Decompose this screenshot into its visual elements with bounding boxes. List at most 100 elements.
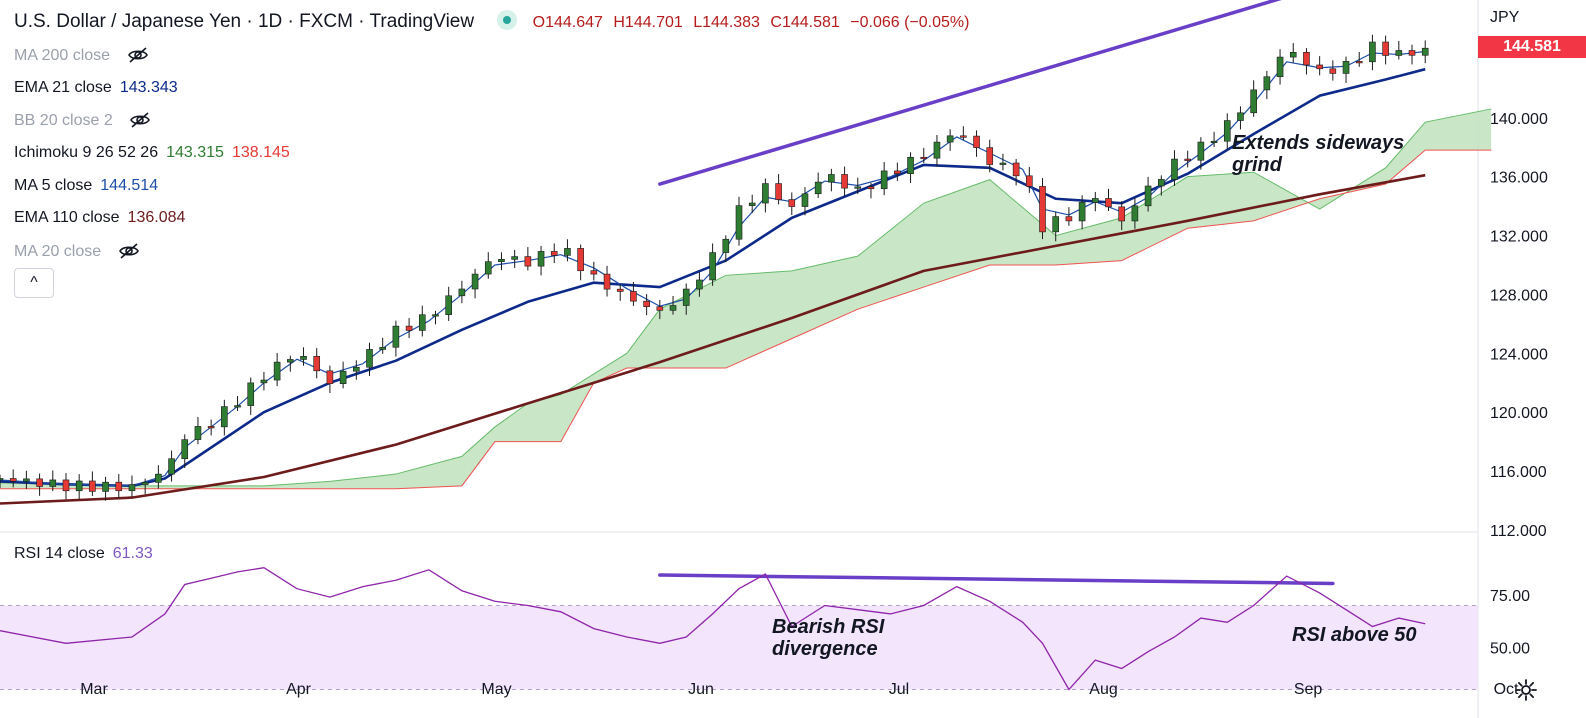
candle-down xyxy=(973,135,980,148)
candle-up xyxy=(1223,120,1231,142)
candle-down xyxy=(1184,158,1191,161)
high-value: H144.701 xyxy=(613,14,683,31)
candle-up xyxy=(722,238,730,253)
candle-up xyxy=(287,359,294,363)
currency-label[interactable]: JPY xyxy=(1490,9,1520,26)
eye-hidden-icon[interactable] xyxy=(129,111,151,129)
indicator-ema110-value: 136.084 xyxy=(127,209,186,226)
indicator-ma200[interactable]: MA 200 close xyxy=(14,46,149,65)
indicator-bb20-label: BB 20 close 2 xyxy=(14,112,113,129)
candle-up xyxy=(155,473,162,483)
ichimoku-span-b xyxy=(0,149,1492,490)
rsi-label: RSI 14 close xyxy=(14,545,105,562)
time-tick-label: Mar xyxy=(80,681,108,698)
candle-down xyxy=(36,478,43,487)
annotation-sideways-line2: grind xyxy=(1232,154,1282,176)
annotation-sideways-line1: Extends sideways xyxy=(1232,132,1405,154)
candle-up xyxy=(445,295,452,315)
candle-up xyxy=(1421,47,1429,56)
time-tick-label: Jul xyxy=(889,681,909,698)
candle-up xyxy=(1092,198,1099,203)
annotation-divergence: Bearish RSI divergence xyxy=(772,616,884,660)
indicator-ichimoku-label: Ichimoku 9 26 52 26 xyxy=(14,144,159,161)
candle-up xyxy=(1237,112,1244,121)
candle-up xyxy=(1144,185,1152,207)
indicator-ema21-value: 143.343 xyxy=(119,79,178,96)
candle-up xyxy=(141,482,149,485)
candle-up xyxy=(946,135,954,143)
last-price-tag: 144.581 xyxy=(1478,36,1586,58)
collapse-legend-button[interactable]: ^ xyxy=(14,268,54,298)
indicator-ema21[interactable]: EMA 21 close 143.343 xyxy=(14,79,178,97)
candle-up xyxy=(1157,179,1165,187)
candle-down xyxy=(1316,64,1323,70)
candle-up xyxy=(1276,56,1284,78)
candle-up xyxy=(537,251,545,267)
candle-up xyxy=(366,349,373,368)
candle-down xyxy=(1026,175,1033,187)
candle-up xyxy=(23,478,30,482)
candle-down xyxy=(603,273,611,290)
gear-icon[interactable] xyxy=(1514,678,1538,702)
candle-up xyxy=(907,156,914,174)
price-tick-label: 128.000 xyxy=(1490,287,1548,304)
candle-down xyxy=(1408,50,1416,56)
candle-up xyxy=(392,325,400,348)
rsi-trendline xyxy=(658,573,1335,586)
candle-up xyxy=(999,162,1007,165)
candle-down xyxy=(1012,162,1020,177)
indicator-bb20[interactable]: BB 20 close 2 xyxy=(14,111,151,130)
candle-up xyxy=(564,248,571,256)
ichimoku-cloud xyxy=(0,108,1492,489)
time-tick-label: Sep xyxy=(1294,681,1323,698)
rsi-legend[interactable]: RSI 14 close 61.33 xyxy=(14,545,153,563)
indicator-ichimoku-value-b: 138.145 xyxy=(231,144,290,161)
candle-up xyxy=(669,305,677,311)
candle-down xyxy=(1355,61,1363,64)
time-tick-label: Oct xyxy=(1494,681,1519,698)
rsi-tick-label: 50.00 xyxy=(1490,641,1530,658)
candle-up xyxy=(247,382,255,406)
price-tick-label: 124.000 xyxy=(1490,346,1548,363)
indicator-ma20[interactable]: MA 20 close xyxy=(14,242,140,261)
indicator-ema110[interactable]: EMA 110 close 136.084 xyxy=(14,209,185,227)
market-status-icon xyxy=(497,10,518,30)
candle-down xyxy=(841,174,848,189)
candle-down xyxy=(577,248,584,271)
candle-down xyxy=(960,135,967,138)
candle-up xyxy=(234,405,241,408)
indicator-ma5[interactable]: MA 5 close 144.514 xyxy=(14,177,158,195)
candle-down xyxy=(405,325,413,331)
eye-hidden-icon[interactable] xyxy=(118,242,140,260)
candle-down xyxy=(616,288,624,292)
candle-up xyxy=(762,183,769,204)
candle-up xyxy=(498,259,505,262)
candle-up xyxy=(682,288,690,306)
candle-up xyxy=(379,346,386,350)
indicator-ma5-label: MA 5 close xyxy=(14,177,93,194)
candle-down xyxy=(1039,186,1046,233)
eye-hidden-icon[interactable] xyxy=(127,46,149,64)
close-value: C144.581 xyxy=(770,14,840,31)
open-value: O144.647 xyxy=(532,14,603,31)
candle-up xyxy=(128,484,136,492)
candle-up xyxy=(458,288,466,297)
price-trendline xyxy=(658,0,1282,186)
indicator-ichimoku[interactable]: Ichimoku 9 26 52 26 143.315 138.145 xyxy=(14,144,290,162)
indicator-ma200-label: MA 200 close xyxy=(14,47,111,64)
price-tick-label: 112.000 xyxy=(1490,523,1547,540)
ohlc-readout: O144.647 H144.701 L144.383 C144.581 −0.0… xyxy=(533,14,976,31)
annotation-divergence-line1: Bearish RSI xyxy=(772,616,885,638)
candle-down xyxy=(1329,68,1337,74)
time-tick-label: May xyxy=(481,681,511,698)
candle-down xyxy=(326,370,334,384)
candle-up xyxy=(353,366,360,372)
candle-up xyxy=(1078,202,1086,222)
candle-up xyxy=(300,356,307,360)
symbol-title[interactable]: U.S. Dollar / Japanese Yen · 1D · FXCM ·… xyxy=(14,11,475,32)
candle-up xyxy=(181,439,189,460)
candle-down xyxy=(62,479,70,492)
candle-up xyxy=(933,141,941,159)
candle-down xyxy=(920,156,928,160)
